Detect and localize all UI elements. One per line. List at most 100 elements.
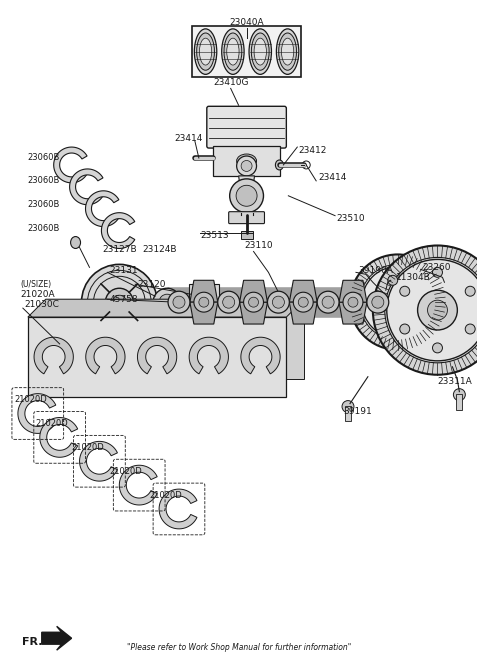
Polygon shape [40, 418, 78, 457]
Bar [192, 26, 301, 77]
Circle shape [322, 296, 334, 308]
Circle shape [249, 297, 259, 307]
Text: 21030C: 21030C [25, 300, 60, 308]
Polygon shape [289, 302, 317, 324]
Text: 23060B: 23060B [28, 176, 60, 185]
Circle shape [400, 324, 410, 334]
Text: 23124B: 23124B [142, 245, 177, 254]
Circle shape [454, 389, 465, 401]
Ellipse shape [281, 38, 294, 65]
Polygon shape [42, 626, 72, 650]
Text: 45758: 45758 [109, 295, 138, 304]
Text: 23260: 23260 [422, 263, 451, 272]
Circle shape [112, 295, 126, 309]
Circle shape [82, 264, 157, 340]
Circle shape [348, 297, 358, 307]
Text: 23414: 23414 [318, 173, 347, 183]
Text: 23131: 23131 [109, 266, 138, 275]
Text: 23414: 23414 [174, 134, 203, 142]
Circle shape [241, 160, 252, 171]
Polygon shape [239, 176, 254, 198]
Bar [28, 317, 287, 397]
Circle shape [168, 291, 190, 313]
Circle shape [372, 296, 384, 308]
Circle shape [385, 258, 480, 363]
Bar [456, 394, 462, 410]
Circle shape [465, 286, 475, 296]
Text: 23040A: 23040A [229, 18, 264, 26]
Polygon shape [190, 280, 218, 302]
Circle shape [194, 292, 214, 312]
Polygon shape [190, 302, 218, 324]
Text: 21020A: 21020A [20, 290, 55, 299]
Polygon shape [54, 147, 87, 183]
Text: 23120: 23120 [137, 280, 166, 289]
Polygon shape [159, 489, 197, 529]
Ellipse shape [279, 33, 297, 70]
Text: 39190A: 39190A [358, 266, 393, 275]
Polygon shape [120, 465, 157, 505]
Polygon shape [80, 442, 118, 481]
Polygon shape [18, 394, 56, 434]
Text: 23510: 23510 [336, 214, 365, 223]
Circle shape [173, 296, 185, 308]
Ellipse shape [224, 33, 242, 70]
Text: (U/SIZE): (U/SIZE) [20, 280, 51, 289]
Text: 21020D: 21020D [149, 491, 182, 500]
Text: 21020D: 21020D [36, 419, 69, 428]
Circle shape [267, 291, 289, 313]
Text: 23127B: 23127B [102, 245, 137, 254]
Circle shape [229, 179, 264, 213]
Ellipse shape [194, 29, 217, 74]
Circle shape [218, 291, 240, 313]
Circle shape [380, 284, 416, 320]
Ellipse shape [254, 38, 266, 65]
Text: 23311A: 23311A [437, 377, 472, 386]
Text: 23513: 23513 [201, 231, 229, 240]
Bar [189, 284, 219, 320]
Circle shape [159, 294, 175, 310]
Ellipse shape [199, 38, 212, 65]
Circle shape [432, 267, 443, 277]
Ellipse shape [227, 38, 239, 65]
Circle shape [428, 300, 447, 320]
Polygon shape [240, 280, 267, 302]
FancyBboxPatch shape [228, 212, 264, 224]
Text: 21020D: 21020D [109, 467, 142, 476]
Circle shape [387, 260, 480, 361]
Text: "Please refer to Work Shop Manual for further information": "Please refer to Work Shop Manual for fu… [127, 643, 351, 652]
Ellipse shape [276, 160, 283, 170]
Circle shape [293, 292, 313, 312]
Text: 21020D: 21020D [14, 395, 47, 404]
Circle shape [237, 156, 256, 176]
Circle shape [342, 401, 354, 412]
Circle shape [343, 292, 363, 312]
Circle shape [302, 161, 310, 169]
Text: 23110: 23110 [244, 242, 273, 250]
Polygon shape [86, 337, 125, 374]
Polygon shape [241, 337, 280, 374]
Circle shape [367, 291, 389, 313]
Text: 21020D: 21020D [72, 443, 104, 452]
Ellipse shape [237, 154, 256, 168]
Ellipse shape [249, 29, 272, 74]
Circle shape [400, 286, 410, 296]
Polygon shape [339, 280, 367, 302]
Polygon shape [289, 280, 317, 302]
Polygon shape [70, 169, 103, 205]
Polygon shape [85, 191, 119, 226]
Text: FR.: FR. [22, 638, 42, 647]
Polygon shape [240, 302, 267, 324]
Circle shape [236, 185, 257, 207]
Polygon shape [28, 299, 304, 317]
Circle shape [389, 293, 407, 311]
Polygon shape [137, 337, 177, 374]
Ellipse shape [71, 236, 81, 248]
Circle shape [373, 246, 480, 375]
Circle shape [243, 292, 264, 312]
Circle shape [465, 324, 475, 334]
Circle shape [153, 288, 181, 316]
Circle shape [199, 297, 209, 307]
Circle shape [298, 297, 308, 307]
Bar [345, 406, 351, 422]
